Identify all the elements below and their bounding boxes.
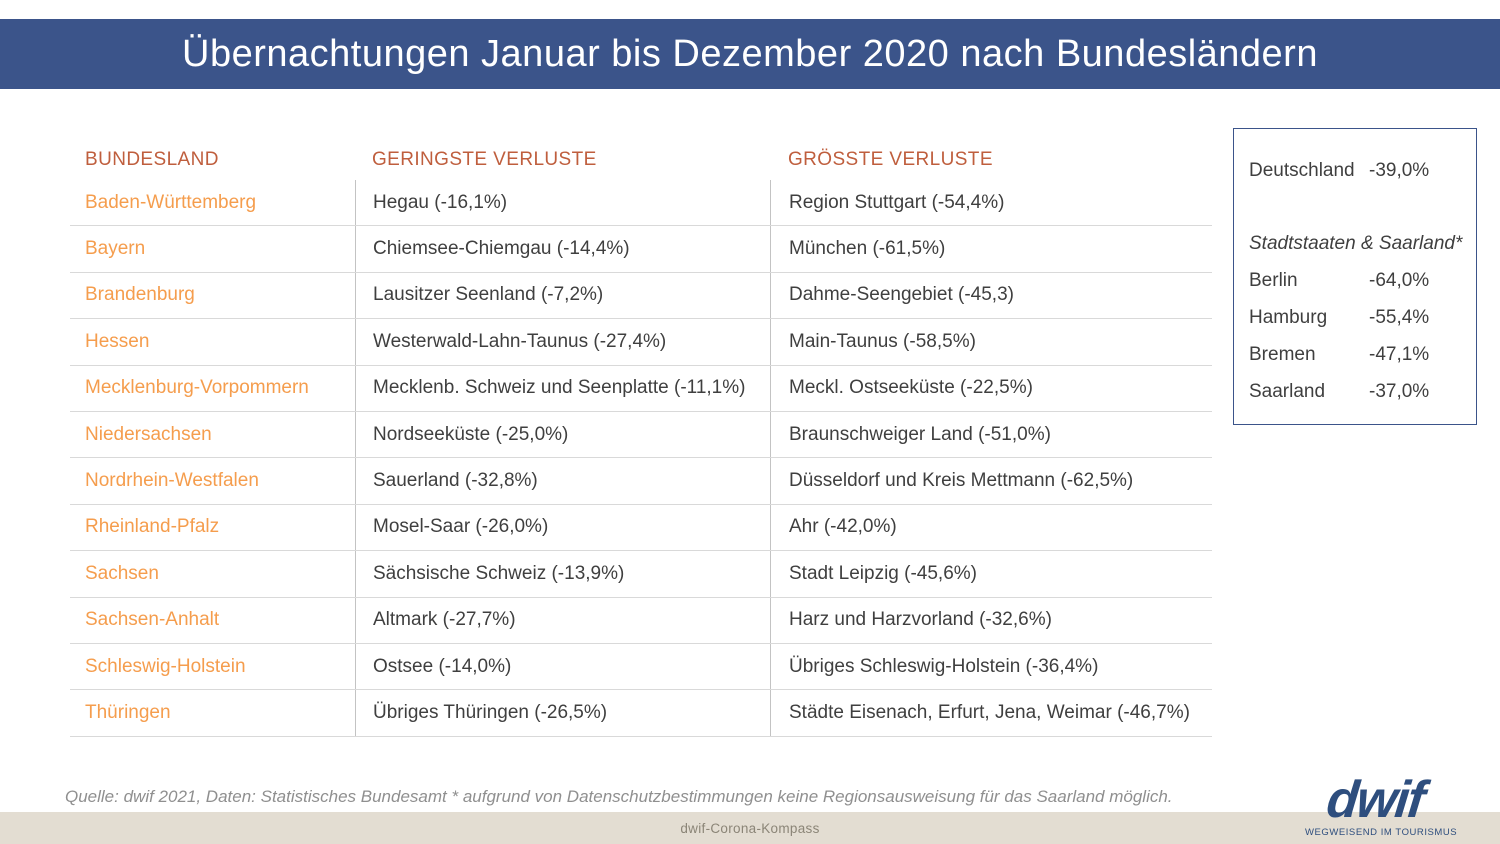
groesste-verluste-cell: Main-Taunus (-58,5%): [770, 319, 1212, 365]
column-header-geringste-verluste: GERINGSTE VERLUSTE: [372, 149, 597, 170]
table-row: Sachsen Sächsische Schweiz (-13,9%) Stad…: [70, 551, 1212, 598]
bundesland-label: Nordrhein-Westfalen: [85, 470, 259, 492]
groesste-verluste-cell: München (-61,5%): [770, 226, 1212, 272]
groesste-verluste-cell: Städte Eisenach, Erfurt, Jena, Weimar (-…: [770, 690, 1212, 736]
bundesland-label: Niedersachsen: [85, 423, 212, 445]
source-note: Quelle: dwif 2021, Daten: Statistisches …: [65, 787, 1173, 806]
title-bar: Übernachtungen Januar bis Dezember 2020 …: [0, 19, 1500, 89]
bundesland-label: Baden-Württemberg: [85, 191, 257, 213]
groesste-verluste-cell: Übriges Schleswig-Holstein (-36,4%): [770, 643, 1212, 690]
deutschland-value: -39,0%: [1369, 160, 1430, 181]
geringste-verluste-cell: Ostsee (-14,0%): [355, 643, 770, 690]
dwif-logo-tagline: WEGWEISEND IM TOURISMUS: [1305, 827, 1458, 838]
groesste-verluste-cell: Dahme-Seengebiet (-45,3): [770, 272, 1212, 319]
geringste-verluste-cell: Übriges Thüringen (-26,5%): [355, 690, 770, 736]
dwif-logo-text: dwif: [1323, 771, 1427, 829]
table-row: Baden-Württemberg Hegau (-16,1%) Region …: [70, 180, 1212, 227]
page-title: Übernachtungen Januar bis Dezember 2020 …: [182, 32, 1318, 75]
deutschland-label: Deutschland: [1249, 160, 1355, 181]
groesste-verluste-cell: Meckl. Ostseeküste (-22,5%): [770, 365, 1212, 411]
stadtstaat-row: Berlin -64,0%: [1249, 269, 1468, 293]
bundesland-label: Hessen: [85, 330, 150, 352]
geringste-verluste-cell: Chiemsee-Chiemgau (-14,4%): [355, 226, 770, 272]
stadtstaat-label: Saarland: [1249, 381, 1326, 402]
table-row: Niedersachsen Nordseeküste (-25,0%) Brau…: [70, 411, 1212, 459]
table-row: Sachsen-Anhalt Altmark (-27,7%) Harz und…: [70, 597, 1212, 644]
geringste-verluste-cell: Nordseeküste (-25,0%): [355, 411, 770, 458]
geringste-verluste-cell: Sauerland (-32,8%): [355, 458, 770, 504]
geringste-verluste-cell: Hegau (-16,1%): [355, 180, 770, 226]
groesste-verluste-cell: Ahr (-42,0%): [770, 504, 1212, 551]
stadtstaat-label: Bremen: [1249, 344, 1316, 365]
stadtstaat-value: -55,4%: [1369, 307, 1430, 328]
stadtstaat-label: Berlin: [1249, 270, 1298, 291]
groesste-verluste-cell: Region Stuttgart (-54,4%): [770, 180, 1212, 226]
bundesland-label: Bayern: [85, 238, 146, 260]
stadtstaat-row: Hamburg -55,4%: [1249, 306, 1468, 330]
table-row: Mecklenburg-Vorpommern Mecklenb. Schweiz…: [70, 365, 1212, 412]
table-row: Rheinland-Pfalz Mosel-Saar (-26,0%) Ahr …: [70, 504, 1212, 552]
bundesland-label: Schleswig-Holstein: [85, 655, 246, 677]
stadtstaaten-saarland-heading: Stadtstaaten & Saarland*: [1249, 233, 1463, 254]
groesste-verluste-cell: Stadt Leipzig (-45,6%): [770, 551, 1212, 597]
bundesland-label: Sachsen: [85, 562, 159, 584]
geringste-verluste-cell: Mecklenb. Schweiz und Seenplatte (-11,1%…: [355, 365, 770, 411]
table-row: Nordrhein-Westfalen Sauerland (-32,8%) D…: [70, 458, 1212, 505]
groesste-verluste-cell: Harz und Harzvorland (-32,6%): [770, 597, 1212, 643]
dwif-logo: dwif WEGWEISEND IM TOURISMUS: [1305, 771, 1458, 838]
bottom-bar-label: dwif-Corona-Kompass: [680, 820, 820, 836]
table-row: Bayern Chiemsee-Chiemgau (-14,4%) Münche…: [70, 226, 1212, 273]
bundesland-label: Brandenburg: [85, 284, 195, 306]
table-header-row: BUNDESLAND GERINGSTE VERLUSTE GRÖSSTE VE…: [70, 140, 1212, 180]
table-row: Schleswig-Holstein Ostsee (-14,0%) Übrig…: [70, 643, 1212, 691]
stadtstaat-label: Hamburg: [1249, 307, 1328, 328]
losses-table: BUNDESLAND GERINGSTE VERLUSTE GRÖSSTE VE…: [70, 140, 1212, 737]
geringste-verluste-cell: Altmark (-27,7%): [355, 597, 770, 643]
bottom-bar: dwif-Corona-Kompass: [0, 812, 1500, 844]
geringste-verluste-cell: Sächsische Schweiz (-13,9%): [355, 551, 770, 597]
bundesland-label: Rheinland-Pfalz: [85, 516, 220, 538]
column-header-bundesland: BUNDESLAND: [85, 149, 219, 170]
table-row: Brandenburg Lausitzer Seenland (-7,2%) D…: [70, 272, 1212, 320]
table-body: Baden-Württemberg Hegau (-16,1%) Region …: [70, 180, 1212, 737]
stadtstaat-row: Bremen -47,1%: [1249, 343, 1468, 367]
summary-box: Deutschland -39,0% Stadtstaaten & Saarla…: [1233, 128, 1477, 425]
deutschland-row: Deutschland -39,0%: [1249, 159, 1468, 183]
stadtstaat-value: -47,1%: [1369, 344, 1430, 365]
bundesland-label: Mecklenburg-Vorpommern: [85, 377, 309, 399]
table-row: Hessen Westerwald-Lahn-Taunus (-27,4%) M…: [70, 319, 1212, 366]
geringste-verluste-cell: Mosel-Saar (-26,0%): [355, 504, 770, 551]
geringste-verluste-cell: Lausitzer Seenland (-7,2%): [355, 272, 770, 319]
groesste-verluste-cell: Düsseldorf und Kreis Mettmann (-62,5%): [770, 458, 1212, 504]
geringste-verluste-cell: Westerwald-Lahn-Taunus (-27,4%): [355, 319, 770, 365]
column-header-groesste-verluste: GRÖSSTE VERLUSTE: [788, 149, 993, 170]
bundesland-label: Thüringen: [85, 701, 171, 723]
stadtstaat-value: -37,0%: [1369, 381, 1430, 402]
stadtstaat-row: Saarland -37,0%: [1249, 380, 1468, 404]
stadtstaat-value: -64,0%: [1369, 270, 1430, 291]
table-row: Thüringen Übriges Thüringen (-26,5%) Stä…: [70, 690, 1212, 737]
bundesland-label: Sachsen-Anhalt: [85, 609, 220, 631]
groesste-verluste-cell: Braunschweiger Land (-51,0%): [770, 411, 1212, 458]
